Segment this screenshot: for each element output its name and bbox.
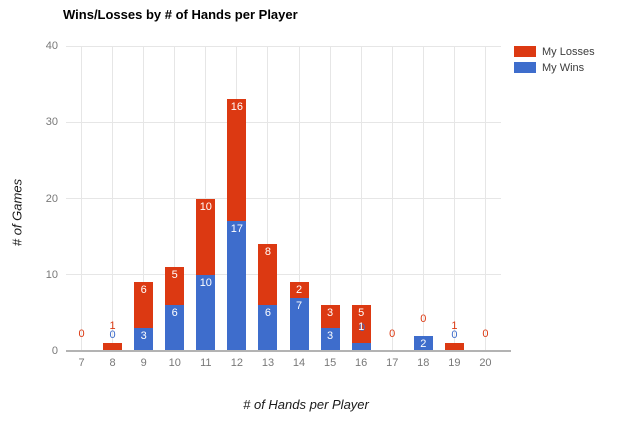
annotation-15-in-red: 3 [327, 307, 334, 320]
legend-swatch-wins [514, 62, 536, 73]
x-tick-label-14: 14 [292, 357, 306, 369]
x-axis-baseline [66, 350, 511, 352]
y-tick-label-30: 30 [45, 116, 58, 129]
v-gridline-7 [81, 46, 83, 351]
bar-wins-14[interactable] [289, 297, 309, 351]
annotation-15-in-blue: 3 [327, 330, 334, 343]
annotation-11-in-red: 10 [199, 200, 212, 213]
annotation-16-in-red: 5 [358, 307, 365, 320]
legend: My Losses My Wins [514, 44, 595, 76]
bar-losses-14[interactable] [289, 282, 309, 298]
v-gridline-16 [360, 46, 362, 351]
annotation-16-float-white: 1 [358, 321, 365, 334]
x-tick-label-15: 15 [323, 357, 337, 369]
annotation-20-above-red: 0 [482, 328, 489, 340]
v-gridline-14 [298, 46, 300, 351]
bar-losses-19[interactable] [444, 343, 464, 351]
bar-losses-8[interactable] [103, 343, 123, 351]
x-tick-label-7: 7 [78, 357, 85, 369]
x-tick-label-12: 12 [230, 357, 243, 369]
chart-title: Wins/Losses by # of Hands per Player [63, 7, 298, 22]
annotation-19-above-blue: 0 [451, 329, 458, 342]
x-tick-label-17: 17 [386, 357, 399, 369]
bar-losses-15[interactable] [320, 305, 340, 329]
annotation-8-above-blue: 0 [109, 329, 116, 342]
annotation-13-in-blue: 6 [264, 307, 272, 320]
bar-wins-10[interactable] [165, 305, 185, 351]
x-tick-label-20: 20 [479, 357, 492, 369]
bar-wins-15[interactable] [320, 328, 340, 351]
annotation-18-above-red: 0 [420, 312, 427, 325]
y-tick-label-0: 0 [51, 345, 58, 357]
annotation-9-in-red: 6 [140, 284, 147, 297]
bar-wins-18[interactable] [413, 335, 433, 351]
annotation-12-in-red: 16 [230, 101, 243, 114]
annotation-13-in-red: 8 [264, 246, 272, 259]
bar-losses-16[interactable] [351, 305, 371, 344]
x-tick-label-9: 9 [140, 357, 147, 369]
v-gridline-10 [174, 46, 176, 351]
x-tick-label-11: 11 [200, 357, 212, 369]
annotation-10-in-red: 5 [171, 269, 178, 282]
y-tick-label-20: 20 [45, 192, 58, 205]
v-gridline-9 [143, 46, 145, 351]
annotation-17-above-red: 0 [389, 328, 396, 340]
v-gridline-19 [453, 46, 455, 351]
x-tick-label-16: 16 [355, 357, 368, 369]
y-tick-label-40: 40 [45, 40, 58, 52]
x-tick-label-13: 13 [261, 357, 275, 369]
annotation-10-in-blue: 6 [171, 307, 178, 320]
x-axis-title: # of Hands per Player [243, 397, 369, 412]
h-gridline-40 [66, 45, 501, 47]
bar-wins-12[interactable] [227, 221, 247, 351]
v-gridline-15 [329, 46, 331, 351]
bar-wins-11[interactable] [196, 274, 216, 351]
x-tick-label-19: 19 [448, 357, 461, 369]
h-gridline-20 [66, 198, 501, 199]
bar-wins-13[interactable] [258, 305, 278, 351]
x-tick-label-18: 18 [417, 357, 430, 369]
annotation-19-above-red: 1 [451, 320, 458, 333]
annotation-16-float-blue: 0 [359, 322, 366, 335]
y-tick-label-10: 10 [45, 268, 58, 281]
bar-wins-9[interactable] [134, 328, 154, 351]
legend-swatch-losses [514, 46, 536, 57]
h-gridline-30 [66, 121, 501, 123]
annotation-8-above-red: 1 [109, 320, 116, 333]
x-tick-label-8: 8 [109, 357, 116, 369]
v-gridline-17 [391, 46, 393, 351]
bar-losses-11[interactable] [196, 198, 216, 275]
bar-losses-13[interactable] [258, 244, 278, 306]
v-gridline-18 [422, 46, 424, 351]
annotation-14-in-red: 2 [295, 284, 303, 297]
legend-item-wins[interactable]: My Wins [514, 60, 595, 75]
legend-label-wins: My Wins [542, 61, 585, 74]
bar-losses-10[interactable] [165, 267, 185, 306]
v-gridline-8 [112, 46, 114, 351]
annotation-12-in-blue: 17 [230, 223, 243, 236]
annotation-14-in-blue: 7 [295, 299, 303, 312]
annotation-11-in-blue: 10 [199, 276, 212, 289]
bar-wins-16[interactable] [351, 343, 371, 351]
bar-losses-9[interactable] [134, 282, 154, 329]
annotation-18-in-blue: 2 [420, 337, 427, 350]
annotation-7-above-red: 0 [78, 328, 85, 340]
v-gridline-20 [484, 46, 486, 351]
legend-item-losses[interactable]: My Losses [514, 44, 595, 59]
v-gridline-13 [267, 46, 269, 351]
bar-losses-12[interactable] [227, 99, 247, 222]
x-tick-label-10: 10 [168, 357, 181, 369]
legend-label-losses: My Losses [542, 45, 595, 58]
h-gridline-10 [66, 274, 501, 276]
annotation-9-in-blue: 3 [140, 330, 147, 343]
